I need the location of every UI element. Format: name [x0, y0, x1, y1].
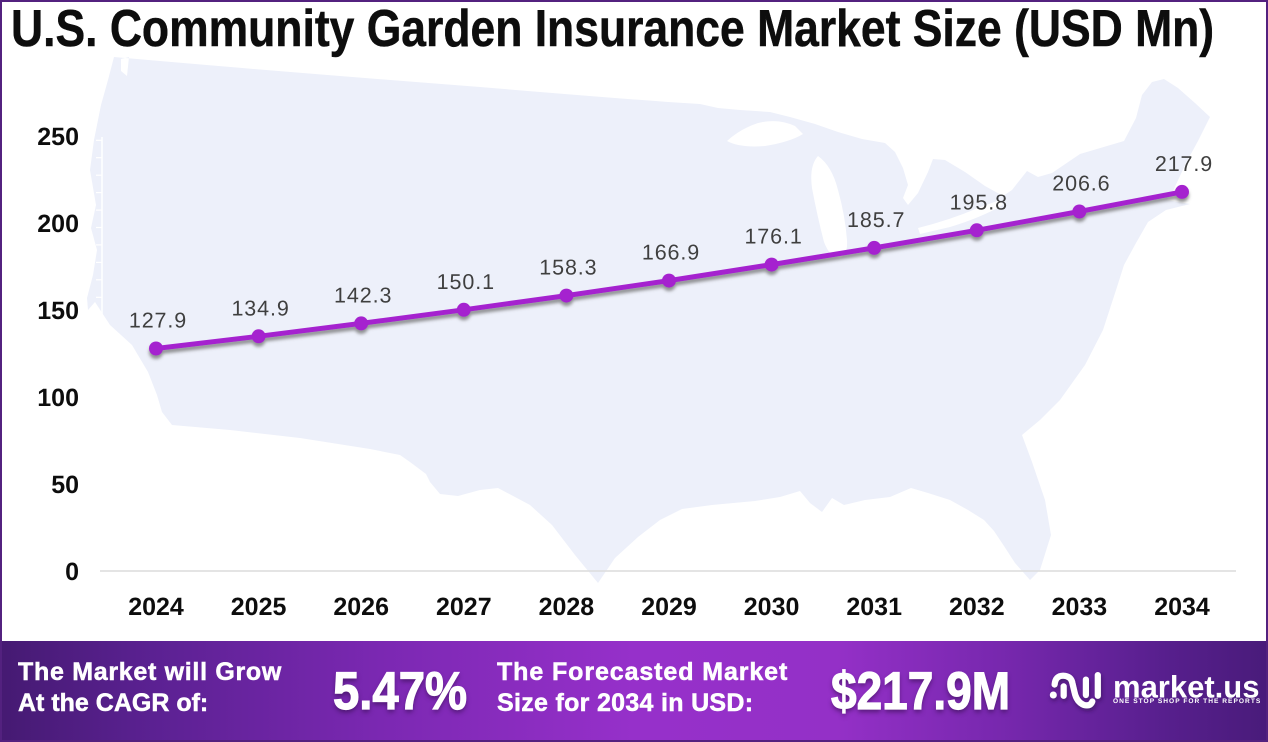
svg-text:166.9: 166.9	[642, 241, 700, 265]
svg-text:2026: 2026	[333, 593, 389, 621]
svg-text:2031: 2031	[846, 593, 902, 621]
svg-text:176.1: 176.1	[744, 225, 802, 249]
svg-text:142.3: 142.3	[334, 283, 392, 307]
svg-text:market.us: market.us	[1113, 669, 1259, 704]
svg-text:150.1: 150.1	[437, 270, 495, 294]
svg-text:2025: 2025	[231, 593, 287, 621]
svg-text:195.8: 195.8	[950, 190, 1008, 214]
svg-text:206.6: 206.6	[1052, 172, 1110, 196]
svg-text:2027: 2027	[436, 593, 492, 621]
svg-text:127.9: 127.9	[129, 309, 187, 333]
svg-text:2034: 2034	[1154, 593, 1210, 621]
svg-text:2032: 2032	[949, 593, 1005, 621]
svg-text:217.9: 217.9	[1155, 152, 1213, 176]
svg-text:2033: 2033	[1052, 593, 1108, 621]
svg-text:158.3: 158.3	[539, 256, 597, 280]
svg-text:150: 150	[37, 297, 79, 325]
svg-text:0: 0	[65, 558, 79, 586]
svg-text:2028: 2028	[539, 593, 595, 621]
svg-text:250: 250	[37, 123, 79, 151]
svg-text:2024: 2024	[128, 593, 184, 621]
svg-text:134.9: 134.9	[231, 296, 289, 320]
svg-text:2029: 2029	[641, 593, 697, 621]
svg-text:185.7: 185.7	[847, 208, 905, 232]
svg-text:200: 200	[37, 210, 79, 238]
svg-text:100: 100	[37, 384, 79, 412]
svg-text:50: 50	[51, 471, 79, 499]
svg-text:ONE STOP SHOP FOR THE REPORTS: ONE STOP SHOP FOR THE REPORTS	[1113, 698, 1261, 705]
svg-text:2030: 2030	[744, 593, 800, 621]
